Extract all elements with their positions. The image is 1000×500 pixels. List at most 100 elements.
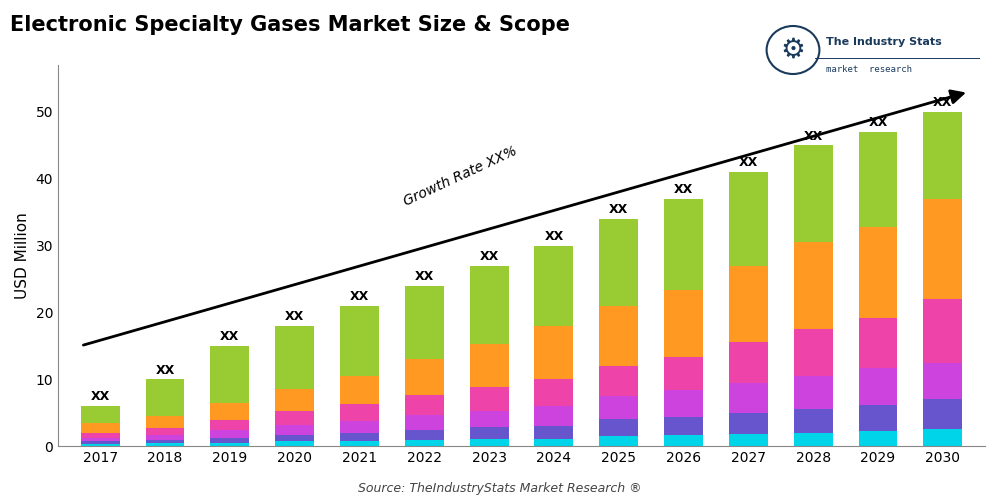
- Bar: [405, 359, 444, 396]
- Bar: [405, 286, 444, 359]
- Bar: [859, 318, 897, 368]
- Bar: [405, 430, 444, 440]
- Bar: [275, 412, 314, 424]
- Text: XX: XX: [933, 96, 952, 109]
- Bar: [210, 404, 249, 420]
- Text: Source: TheIndustryStats Market Research ®: Source: TheIndustryStats Market Research…: [358, 482, 642, 495]
- Text: XX: XX: [285, 310, 304, 323]
- Bar: [405, 440, 444, 446]
- Bar: [859, 432, 897, 446]
- Bar: [599, 306, 638, 366]
- Bar: [470, 388, 509, 410]
- Text: XX: XX: [350, 290, 369, 303]
- Bar: [340, 433, 379, 441]
- Bar: [275, 442, 314, 446]
- Text: XX: XX: [415, 270, 434, 283]
- Text: XX: XX: [804, 130, 823, 142]
- Bar: [599, 396, 638, 419]
- Bar: [534, 326, 573, 380]
- Text: XX: XX: [220, 330, 239, 343]
- Bar: [340, 306, 379, 376]
- Bar: [146, 416, 184, 428]
- Text: Growth Rate XX%: Growth Rate XX%: [401, 144, 519, 209]
- Bar: [146, 428, 184, 435]
- Text: XX: XX: [674, 183, 693, 196]
- Bar: [210, 420, 249, 430]
- Bar: [794, 376, 833, 410]
- Bar: [664, 390, 703, 416]
- Bar: [664, 416, 703, 436]
- Bar: [340, 376, 379, 404]
- Bar: [534, 246, 573, 326]
- Bar: [470, 428, 509, 440]
- Bar: [470, 410, 509, 428]
- Bar: [664, 356, 703, 390]
- Bar: [599, 436, 638, 446]
- Bar: [923, 430, 962, 446]
- Bar: [210, 430, 249, 438]
- Bar: [923, 112, 962, 198]
- Text: XX: XX: [868, 116, 888, 129]
- Bar: [405, 416, 444, 430]
- Bar: [794, 433, 833, 446]
- Text: Electronic Specialty Gases Market Size & Scope: Electronic Specialty Gases Market Size &…: [10, 15, 570, 35]
- Bar: [146, 380, 184, 416]
- Bar: [729, 342, 768, 382]
- Bar: [923, 299, 962, 362]
- Bar: [81, 422, 120, 433]
- Text: XX: XX: [739, 156, 758, 170]
- Bar: [599, 420, 638, 436]
- Bar: [664, 290, 703, 356]
- Bar: [81, 433, 120, 438]
- Bar: [729, 382, 768, 412]
- Bar: [859, 368, 897, 405]
- Text: XX: XX: [479, 250, 499, 263]
- Text: XX: XX: [91, 390, 110, 404]
- Bar: [210, 346, 249, 404]
- Bar: [210, 438, 249, 443]
- Bar: [923, 198, 962, 299]
- Bar: [534, 440, 573, 446]
- Bar: [729, 412, 768, 434]
- Bar: [275, 390, 314, 411]
- Bar: [729, 172, 768, 266]
- Bar: [794, 242, 833, 329]
- Bar: [599, 366, 638, 396]
- Bar: [210, 443, 249, 446]
- Bar: [340, 420, 379, 433]
- Bar: [664, 436, 703, 446]
- Bar: [794, 410, 833, 433]
- Bar: [81, 438, 120, 442]
- Bar: [146, 440, 184, 444]
- Bar: [470, 440, 509, 446]
- Bar: [599, 219, 638, 306]
- Bar: [275, 424, 314, 435]
- Bar: [81, 406, 120, 422]
- Bar: [794, 329, 833, 376]
- Bar: [859, 404, 897, 431]
- Bar: [405, 396, 444, 415]
- Bar: [664, 198, 703, 290]
- Text: ⚙: ⚙: [781, 36, 805, 64]
- Text: market  research: market research: [826, 66, 912, 74]
- Bar: [146, 435, 184, 440]
- Bar: [340, 441, 379, 446]
- Bar: [146, 444, 184, 446]
- Bar: [923, 400, 962, 430]
- Bar: [340, 404, 379, 420]
- Bar: [794, 145, 833, 242]
- Bar: [729, 434, 768, 446]
- Text: XX: XX: [155, 364, 175, 376]
- Bar: [470, 266, 509, 344]
- Bar: [81, 444, 120, 446]
- Bar: [859, 132, 897, 228]
- Text: XX: XX: [609, 203, 628, 216]
- Bar: [275, 326, 314, 390]
- Bar: [923, 362, 962, 400]
- Text: XX: XX: [544, 230, 564, 243]
- Bar: [534, 380, 573, 406]
- Bar: [275, 435, 314, 442]
- Y-axis label: USD Million: USD Million: [15, 212, 30, 299]
- Bar: [81, 442, 120, 444]
- Bar: [534, 406, 573, 426]
